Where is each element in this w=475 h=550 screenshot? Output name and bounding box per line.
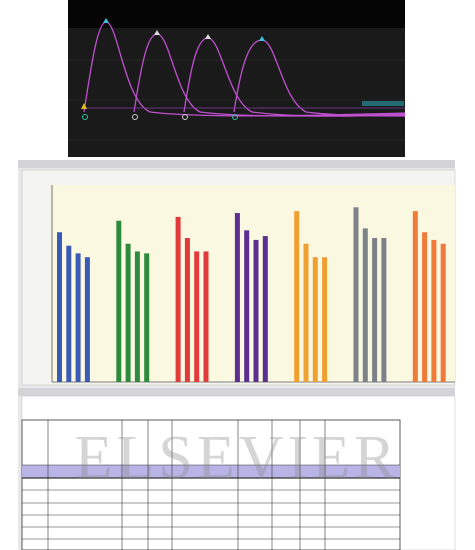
bar	[312, 257, 318, 382]
bar	[116, 220, 122, 382]
bar	[84, 257, 90, 382]
waveform-header	[68, 0, 405, 28]
bar	[381, 238, 387, 382]
bar	[244, 230, 250, 382]
bar	[303, 243, 309, 382]
table-grid	[22, 420, 400, 550]
bar	[322, 257, 328, 382]
bar	[253, 239, 259, 382]
bar	[134, 251, 140, 382]
waveform-markers	[81, 18, 404, 120]
bar	[75, 253, 81, 382]
bar	[412, 211, 418, 382]
waveform-traces	[83, 21, 406, 117]
bar	[66, 245, 72, 382]
bar	[422, 232, 428, 382]
bar	[262, 236, 268, 382]
bar	[203, 251, 209, 382]
bar	[194, 251, 200, 382]
bar	[234, 213, 240, 382]
bar	[184, 238, 190, 382]
selected-row	[22, 465, 400, 478]
table-toolbar	[18, 388, 455, 396]
bar	[440, 243, 446, 382]
bar	[57, 232, 62, 382]
bar	[175, 216, 181, 382]
bar	[144, 253, 150, 382]
bar	[372, 238, 378, 382]
watermark: ELSEVIER	[75, 424, 400, 492]
data-table	[21, 419, 401, 550]
window-toolbar	[18, 160, 455, 168]
bar	[362, 228, 368, 382]
bar	[125, 243, 131, 382]
bar	[353, 207, 359, 382]
bar	[294, 211, 300, 382]
bar	[431, 239, 437, 382]
